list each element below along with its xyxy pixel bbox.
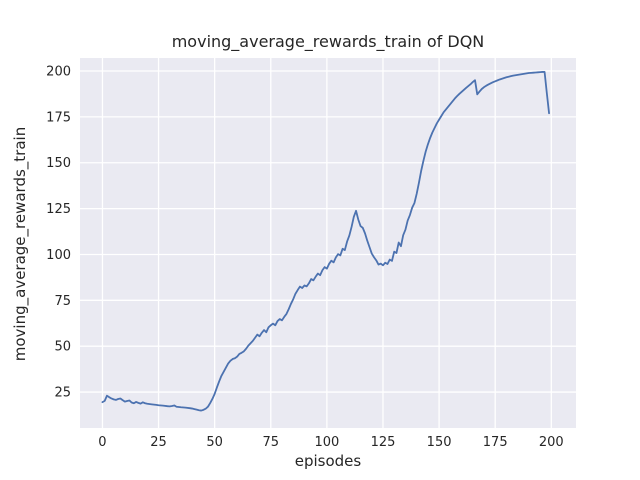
y-tick-label: 75 [54, 294, 71, 309]
x-tick-label: 150 [427, 435, 452, 450]
x-tick-label: 125 [371, 435, 396, 450]
x-tick-label: 175 [483, 435, 508, 450]
y-tick-label: 125 [46, 202, 71, 217]
x-tick-label: 75 [262, 435, 279, 450]
x-axis-label: episodes [294, 452, 362, 470]
y-tick-label: 175 [46, 110, 71, 125]
chart-title: moving_average_rewards_train of DQN [171, 32, 485, 51]
x-tick-label: 0 [98, 435, 106, 450]
y-tick-label: 50 [54, 340, 71, 355]
y-tick-label: 200 [46, 65, 71, 80]
x-tick-label: 50 [206, 435, 223, 450]
y-axis-label: moving_average_rewards_train [11, 126, 29, 362]
y-tick-label: 25 [54, 386, 71, 401]
series-line-dqn [101, 71, 550, 412]
x-tick-label: 25 [150, 435, 167, 450]
x-tick-label: 100 [314, 435, 339, 450]
y-tick-label: 150 [46, 156, 71, 171]
plot-area [80, 58, 576, 428]
y-tick-label: 100 [46, 248, 71, 263]
x-tick-label: 200 [539, 435, 564, 450]
